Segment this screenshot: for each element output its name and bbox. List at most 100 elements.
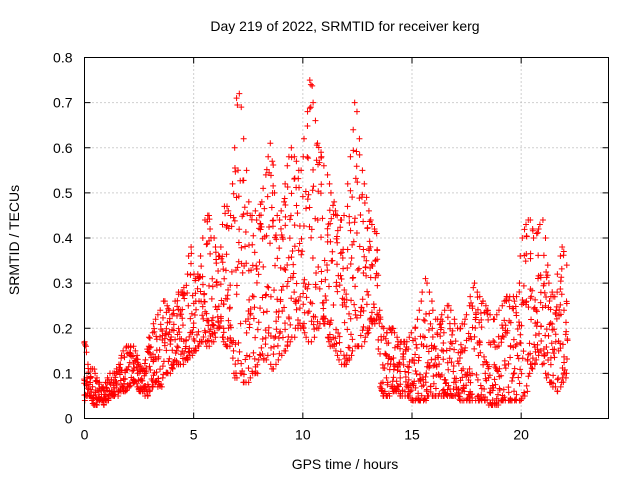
- data-point: [296, 184, 303, 191]
- data-point: [351, 301, 358, 308]
- data-point: [365, 329, 372, 336]
- data-point: [312, 314, 319, 321]
- data-point: [122, 375, 129, 382]
- data-point: [340, 265, 347, 272]
- data-point: [359, 167, 366, 174]
- data-point: [327, 189, 334, 196]
- data-point: [442, 391, 449, 398]
- data-point: [144, 392, 151, 399]
- data-point: [270, 365, 277, 372]
- data-point: [374, 311, 381, 318]
- data-point: [428, 356, 435, 363]
- data-point: [537, 299, 544, 306]
- data-point: [116, 371, 123, 378]
- data-point: [471, 280, 478, 287]
- data-point: [515, 374, 522, 381]
- data-point: [338, 249, 345, 256]
- data-point: [224, 292, 231, 299]
- data-point: [250, 349, 257, 356]
- data-point: [507, 343, 514, 350]
- data-point: [462, 344, 469, 351]
- data-point: [511, 298, 518, 305]
- data-point: [341, 319, 348, 326]
- data-point: [349, 194, 356, 201]
- data-point: [434, 330, 441, 337]
- data-point: [227, 212, 234, 219]
- data-point: [272, 262, 279, 269]
- data-point: [307, 104, 314, 111]
- data-point: [537, 272, 544, 279]
- data-point: [173, 357, 180, 364]
- data-point: [542, 235, 549, 241]
- data-point: [293, 306, 300, 313]
- data-point: [360, 218, 367, 225]
- data-point: [255, 271, 262, 278]
- data-point: [374, 246, 381, 253]
- data-point: [287, 338, 294, 345]
- data-point: [284, 184, 291, 191]
- y-tick-label: 0.5: [53, 185, 73, 201]
- data-point: [411, 360, 418, 367]
- data-point: [277, 225, 284, 232]
- data-point: [263, 291, 270, 298]
- data-point: [84, 385, 91, 392]
- data-point: [314, 140, 321, 147]
- data-point: [469, 391, 476, 398]
- data-point: [343, 291, 350, 298]
- data-point: [537, 323, 544, 330]
- data-point: [452, 379, 459, 386]
- data-point: [167, 370, 174, 377]
- data-point: [412, 335, 419, 342]
- data-point: [523, 233, 530, 240]
- data-point: [532, 296, 539, 303]
- data-point: [262, 292, 269, 299]
- data-point: [446, 355, 453, 362]
- data-point: [334, 352, 341, 359]
- data-point: [420, 316, 427, 323]
- data-point: [558, 265, 565, 272]
- data-point: [201, 327, 208, 334]
- data-point: [258, 212, 265, 219]
- data-point: [275, 314, 282, 321]
- data-point: [268, 344, 275, 351]
- data-point: [468, 299, 475, 306]
- data-point: [165, 358, 172, 365]
- data-point: [209, 321, 216, 328]
- data-point: [346, 219, 353, 226]
- data-point: [359, 327, 366, 334]
- data-point: [495, 307, 502, 314]
- data-point: [552, 338, 559, 345]
- data-point: [157, 307, 164, 314]
- data-point: [481, 353, 488, 360]
- data-point: [300, 301, 307, 308]
- data-point: [198, 263, 205, 270]
- data-point: [375, 312, 382, 319]
- data-point: [223, 203, 230, 210]
- y-tick-label: 0.1: [53, 365, 73, 381]
- data-point: [225, 286, 232, 293]
- data-point: [517, 340, 524, 347]
- data-point: [200, 315, 207, 322]
- data-point: [513, 391, 520, 398]
- data-point: [307, 81, 314, 88]
- data-point: [339, 254, 346, 261]
- data-point: [269, 217, 276, 224]
- data-point: [560, 379, 567, 386]
- data-point: [527, 350, 534, 357]
- data-point: [206, 216, 213, 223]
- data-point: [350, 238, 357, 245]
- data-point: [554, 376, 561, 383]
- data-point: [191, 311, 198, 318]
- data-point: [498, 372, 505, 379]
- data-point: [224, 336, 231, 343]
- data-point: [445, 302, 452, 309]
- data-point: [444, 314, 451, 321]
- data-point: [403, 338, 410, 345]
- data-point: [381, 365, 388, 372]
- data-point: [364, 330, 371, 337]
- data-point: [242, 356, 249, 363]
- data-point: [559, 341, 566, 348]
- data-point: [238, 360, 245, 367]
- data-point: [530, 235, 537, 241]
- data-point: [413, 371, 420, 378]
